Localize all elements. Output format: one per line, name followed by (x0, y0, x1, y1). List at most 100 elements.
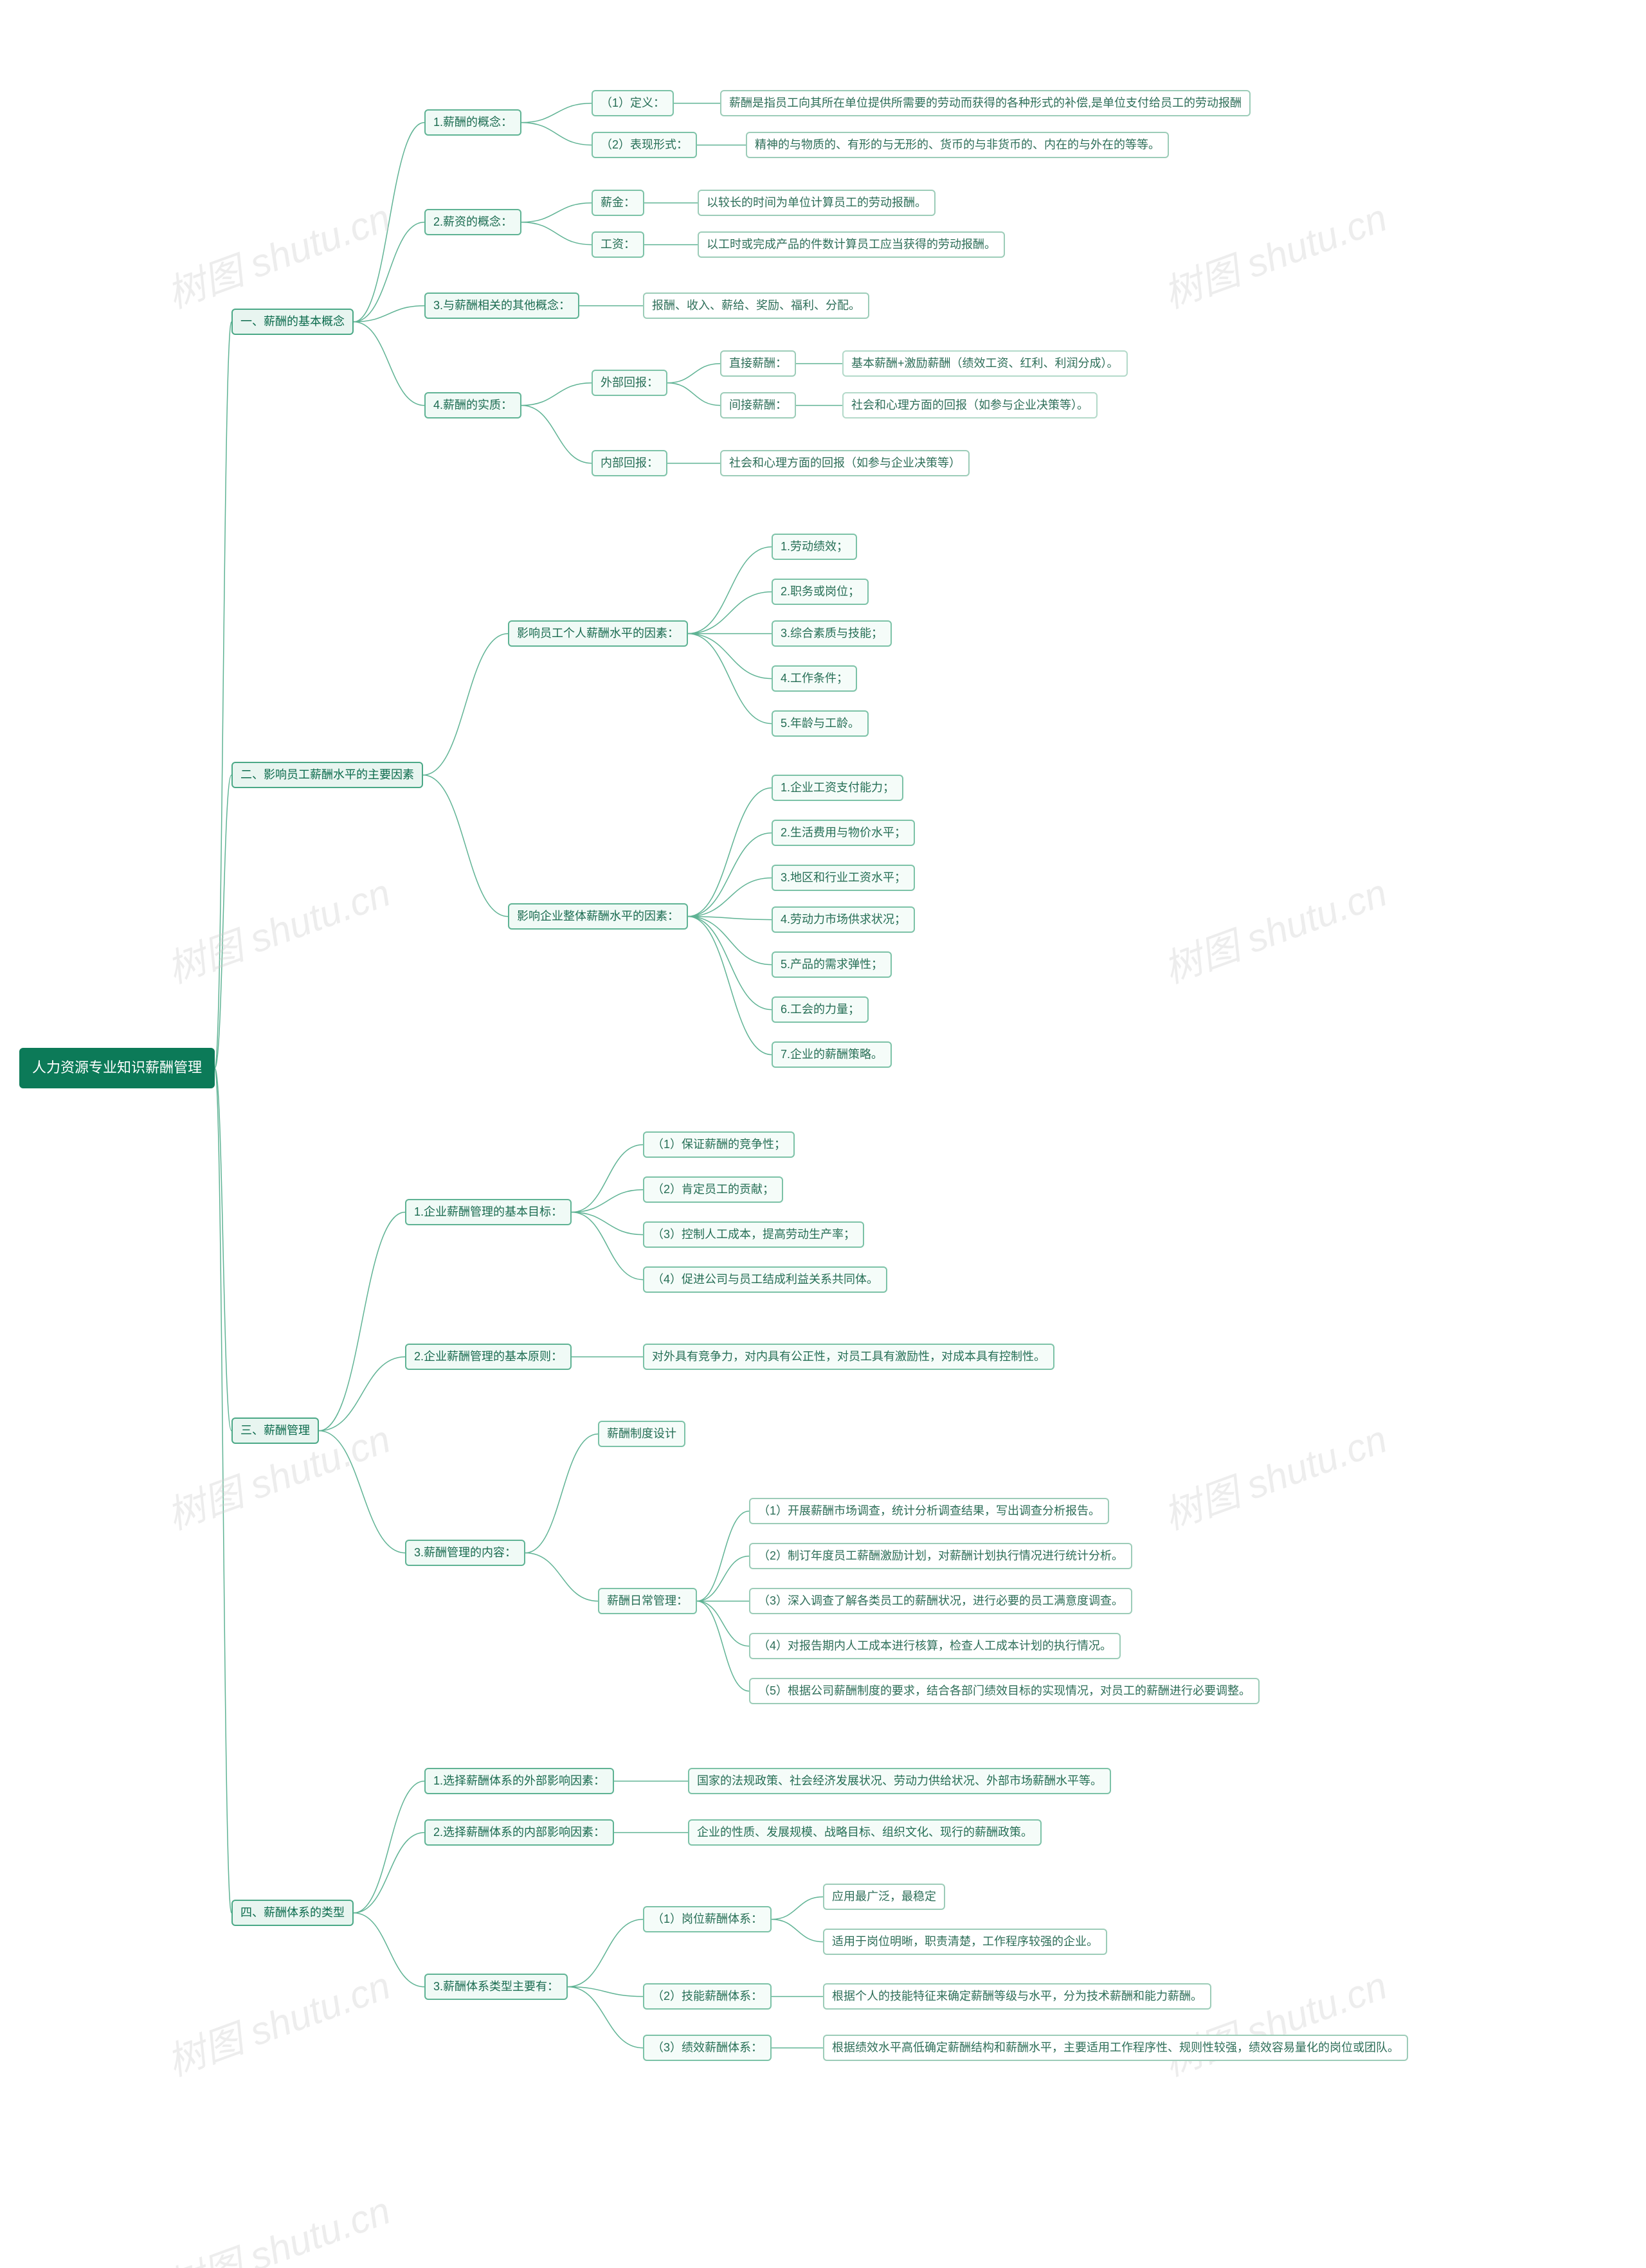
connector (568, 1987, 643, 1997)
node-n1-2[interactable]: 2.薪资的概念： (424, 209, 521, 235)
connector (688, 917, 772, 1055)
node-n3-3-2-4[interactable]: （4）对报告期内人工成本进行核算，检查人工成本计划的执行情况。 (749, 1633, 1121, 1659)
watermark: 树图 shutu.cn (1155, 1954, 1393, 2087)
watermark: 树图 shutu.cn (1155, 1408, 1393, 1540)
node-n2-2-5[interactable]: 5.产品的需求弹性； (772, 951, 892, 978)
connector (319, 1357, 405, 1431)
node-n1-1-2[interactable]: （2）表现形式： (592, 132, 697, 158)
watermark: 树图 shutu.cn (158, 1954, 397, 2087)
connector (572, 1145, 643, 1212)
connector (319, 1212, 405, 1431)
node-n1-2-2a[interactable]: 以工时或完成产品的件数计算员工应当获得的劳动报酬。 (698, 231, 1005, 258)
connector-layer (0, 0, 1646, 2268)
mindmap-canvas: 树图 shutu.cn 树图 shutu.cn 树图 shutu.cn 树图 shut… (0, 0, 1646, 2268)
node-n3-2[interactable]: 2.企业薪酬管理的基本原则： (405, 1344, 572, 1370)
node-n1-4-2[interactable]: 内部回报： (592, 450, 667, 476)
node-n1-3[interactable]: 3.与薪酬相关的其他概念： (424, 292, 579, 319)
connector (688, 634, 772, 679)
node-n2-2-6[interactable]: 6.工会的力量； (772, 996, 869, 1023)
connector (688, 917, 772, 1010)
connector (688, 547, 772, 634)
node-n4-3-3a[interactable]: 根据绩效水平高低确定薪酬结构和薪酬水平，主要适用工作程序性、规则性较强，绩效容易… (823, 2035, 1408, 2061)
node-n3-3-1[interactable]: 薪酬制度设计 (598, 1421, 685, 1447)
connector (215, 775, 231, 1068)
node-n2-1-4[interactable]: 4.工作条件； (772, 665, 857, 692)
node-n3-1-2[interactable]: （2）肯定员工的贡献； (643, 1176, 783, 1203)
node-n1-1-1a[interactable]: 薪酬是指员工向其所在单位提供所需要的劳动而获得的各种形式的补偿,是单位支付给员工… (720, 90, 1251, 116)
node-n1-4-1[interactable]: 外部回报： (592, 370, 667, 396)
watermark: 树图 shutu.cn (1155, 186, 1393, 319)
node-n1-1[interactable]: 1.薪酬的概念： (424, 109, 521, 136)
node-n1-4[interactable]: 4.薪酬的实质： (424, 392, 521, 419)
node-n3-3-2-5[interactable]: （5）根据公司薪酬制度的要求，结合各部门绩效目标的实现情况，对员工的薪酬进行必要… (749, 1678, 1260, 1704)
connector (215, 1068, 231, 1913)
node-n1-1-1[interactable]: （1）定义： (592, 90, 674, 116)
connector (215, 1068, 231, 1430)
node-n1-4-2a[interactable]: 社会和心理方面的回报（如参与企业决策等） (720, 450, 970, 476)
node-n1-2-1[interactable]: 薪金： (592, 190, 644, 216)
node-n3-2a[interactable]: 对外具有竞争力，对内具有公正性，对员工具有激励性，对成本具有控制性。 (643, 1344, 1054, 1370)
node-n1[interactable]: 一、薪酬的基本概念 (231, 309, 354, 335)
connector (354, 322, 424, 406)
connector (525, 1434, 598, 1553)
node-n2-1[interactable]: 影响员工个人薪酬水平的因素： (508, 620, 688, 647)
connector (521, 406, 592, 464)
connector (354, 123, 424, 322)
node-n3-3-2[interactable]: 薪酬日常管理： (598, 1588, 697, 1614)
node-n2-2[interactable]: 影响企业整体薪酬水平的因素： (508, 903, 688, 930)
node-n1-4-1-1a[interactable]: 基本薪酬+激励薪酬（绩效工资、红利、利润分成）。 (842, 350, 1128, 377)
node-n3-1-1[interactable]: （1）保证薪酬的竞争性； (643, 1131, 795, 1158)
node-n4-3-1-2[interactable]: 适用于岗位明晰，职责清楚，工作程序较强的企业。 (823, 1929, 1107, 1955)
node-n4[interactable]: 四、薪酬体系的类型 (231, 1900, 354, 1926)
node-n4-3-2a[interactable]: 根据个人的技能特征来确定薪酬等级与水平，分为技术薪酬和能力薪酬。 (823, 1983, 1211, 2010)
node-n2-2-3[interactable]: 3.地区和行业工资水平； (772, 865, 915, 891)
node-n4-1a[interactable]: 国家的法规政策、社会经济发展状况、劳动力供给状况、外部市场薪酬水平等。 (688, 1768, 1111, 1794)
connector (688, 917, 772, 965)
node-n1-4-1-2a[interactable]: 社会和心理方面的回报（如参与企业决策等）。 (842, 392, 1098, 419)
connector (521, 104, 592, 123)
connector (215, 322, 231, 1068)
node-n3-3-2-1[interactable]: （1）开展薪酬市场调查，统计分析调查结果，写出调查分析报告。 (749, 1498, 1109, 1524)
node-n3-1[interactable]: 1.企业薪酬管理的基本目标： (405, 1199, 572, 1225)
node-n2-1-2[interactable]: 2.职务或岗位； (772, 579, 869, 605)
node-n2-2-7[interactable]: 7.企业的薪酬策略。 (772, 1041, 892, 1068)
node-n4-1[interactable]: 1.选择薪酬体系的外部影响因素： (424, 1768, 614, 1794)
connector (521, 123, 592, 145)
node-n3-3-2-2[interactable]: （2）制订年度员工薪酬激励计划，对薪酬计划执行情况进行统计分析。 (749, 1543, 1132, 1569)
connector (521, 222, 592, 245)
node-n1-2-2[interactable]: 工资： (592, 231, 644, 258)
node-n1-4-1-2[interactable]: 间接薪酬： (720, 392, 796, 419)
node-n4-3-1-1[interactable]: 应用最广泛，最稳定 (823, 1884, 945, 1910)
node-n2[interactable]: 二、影响员工薪酬水平的主要因素 (231, 762, 423, 788)
node-n2-1-5[interactable]: 5.年龄与工龄。 (772, 710, 869, 737)
node-n4-2a[interactable]: 企业的性质、发展规模、战略目标、组织文化、现行的薪酬政策。 (688, 1819, 1042, 1846)
node-n2-1-1[interactable]: 1.劳动绩效； (772, 534, 857, 560)
connector (772, 1920, 823, 1942)
node-n4-3-3[interactable]: （3）绩效薪酬体系： (643, 2035, 772, 2061)
node-n1-4-1-1[interactable]: 直接薪酬： (720, 350, 796, 377)
node-n1-1-2a[interactable]: 精神的与物质的、有形的与无形的、货币的与非货币的、内在的与外在的等等。 (746, 132, 1169, 158)
node-n4-2[interactable]: 2.选择薪酬体系的内部影响因素： (424, 1819, 614, 1846)
connector (354, 306, 424, 322)
node-n1-2-1a[interactable]: 以较长的时间为单位计算员工的劳动报酬。 (698, 190, 936, 216)
node-n2-2-2[interactable]: 2.生活费用与物价水平； (772, 820, 915, 846)
node-n4-3[interactable]: 3.薪酬体系类型主要有： (424, 1974, 568, 2000)
node-n3-3-2-3[interactable]: （3）深入调查了解各类员工的薪酬状况，进行必要的员工满意度调查。 (749, 1588, 1132, 1614)
node-n3-1-3[interactable]: （3）控制人工成本，提高劳动生产率； (643, 1221, 864, 1248)
connector (667, 383, 720, 406)
connector (688, 634, 772, 724)
watermark: 树图 shutu.cn (158, 186, 397, 319)
root-node[interactable]: 人力资源专业知识薪酬管理 (19, 1048, 215, 1088)
node-n3-3[interactable]: 3.薪酬管理的内容： (405, 1540, 525, 1566)
node-n2-1-3[interactable]: 3.综合素质与技能； (772, 620, 892, 647)
node-n4-3-2[interactable]: （2）技能薪酬体系： (643, 1983, 772, 2010)
connector (572, 1190, 643, 1212)
connector (319, 1431, 405, 1553)
node-n3[interactable]: 三、薪酬管理 (231, 1418, 319, 1444)
node-n3-1-4[interactable]: （4）促进公司与员工结成利益关系共同体。 (643, 1266, 887, 1293)
connector (688, 788, 772, 917)
node-n4-3-1[interactable]: （1）岗位薪酬体系： (643, 1906, 772, 1932)
node-n2-2-4[interactable]: 4.劳动力市场供求状况； (772, 906, 915, 933)
node-n2-2-1[interactable]: 1.企业工资支付能力； (772, 775, 903, 801)
node-n1-3a[interactable]: 报酬、收入、薪给、奖励、福利、分配。 (643, 292, 869, 319)
